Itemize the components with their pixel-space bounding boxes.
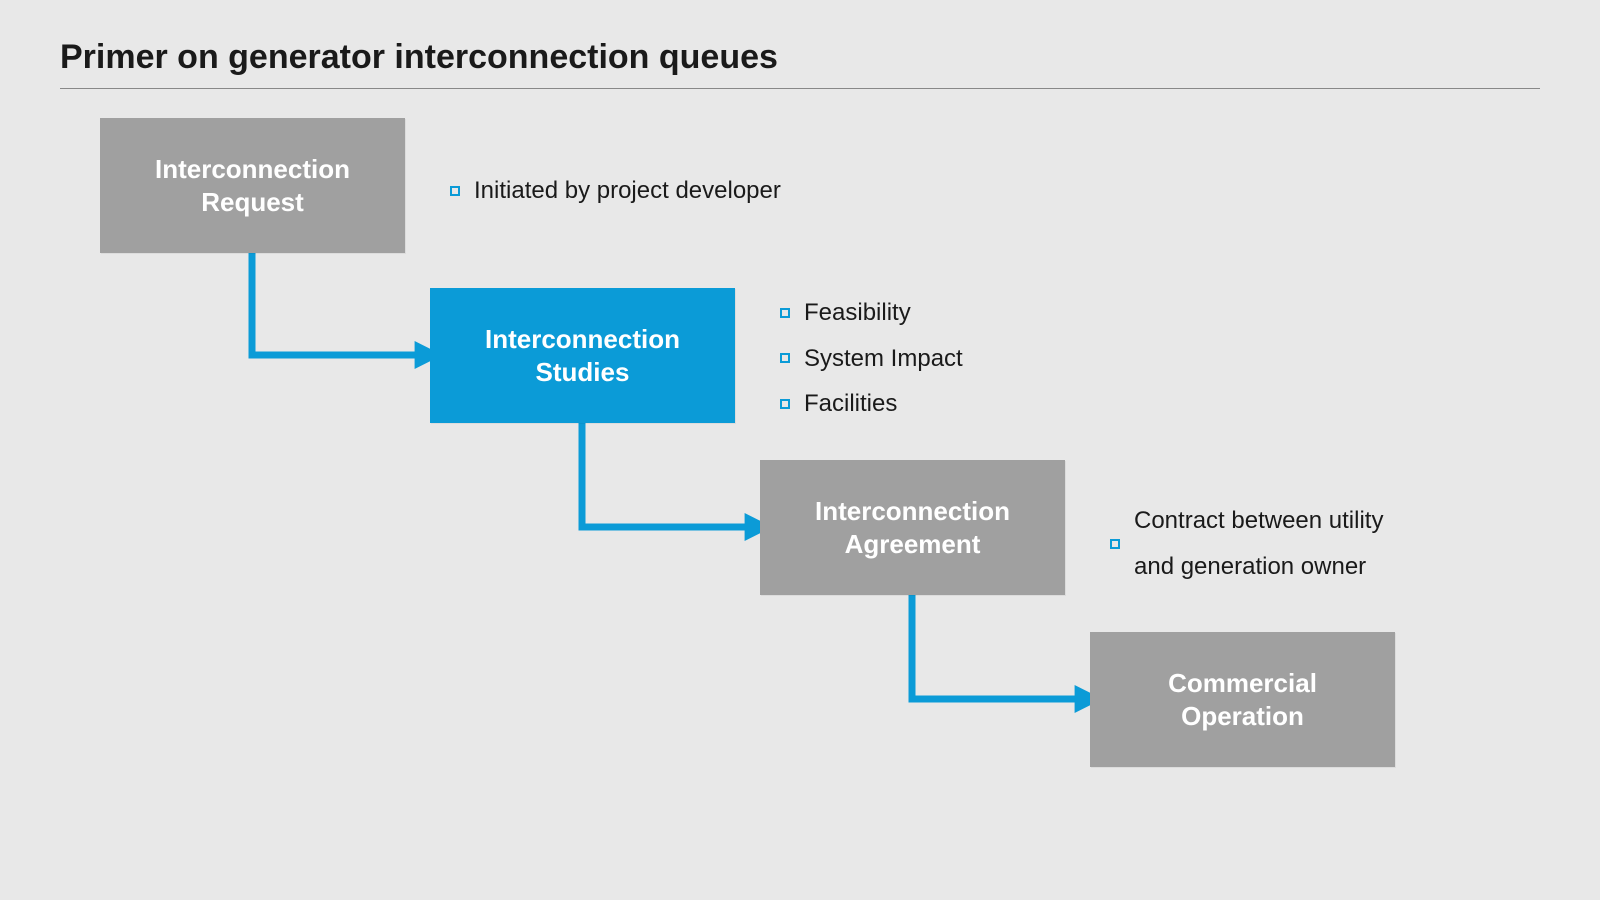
bullet-marker-icon [780, 399, 790, 409]
bullet-text: System Impact [804, 336, 963, 382]
bullet-marker-icon [780, 353, 790, 363]
bullet-item: Facilities [780, 381, 963, 427]
bullet-marker-icon [780, 308, 790, 318]
bullet-text: Contract between utilityand generation o… [1134, 498, 1383, 589]
bullet-text: Feasibility [804, 290, 911, 336]
flow-node-request: InterconnectionRequest [100, 118, 405, 253]
bullet-item: System Impact [780, 336, 963, 382]
annotation-request: Initiated by project developer [450, 168, 781, 214]
bullet-text: Facilities [804, 381, 897, 427]
flow-node-agreement: InterconnectionAgreement [760, 460, 1065, 595]
annotation-studies: Feasibility System Impact Facilities [780, 290, 963, 427]
bullet-item: Feasibility [780, 290, 963, 336]
flow-node-operation: CommercialOperation [1090, 632, 1395, 767]
bullet-item: Contract between utilityand generation o… [1110, 498, 1383, 589]
title-underline [60, 88, 1540, 89]
flow-node-studies: InterconnectionStudies [430, 288, 735, 423]
bullet-marker-icon [1110, 539, 1120, 549]
flow-node-label: InterconnectionRequest [155, 153, 350, 218]
flow-node-label: CommercialOperation [1168, 667, 1317, 732]
page-title: Primer on generator interconnection queu… [60, 38, 778, 77]
bullet-item: Initiated by project developer [450, 168, 781, 214]
bullet-text: Initiated by project developer [474, 168, 781, 214]
bullet-marker-icon [450, 186, 460, 196]
flow-node-label: InterconnectionAgreement [815, 495, 1010, 560]
flow-node-label: InterconnectionStudies [485, 323, 680, 388]
annotation-agreement: Contract between utilityand generation o… [1110, 498, 1383, 589]
